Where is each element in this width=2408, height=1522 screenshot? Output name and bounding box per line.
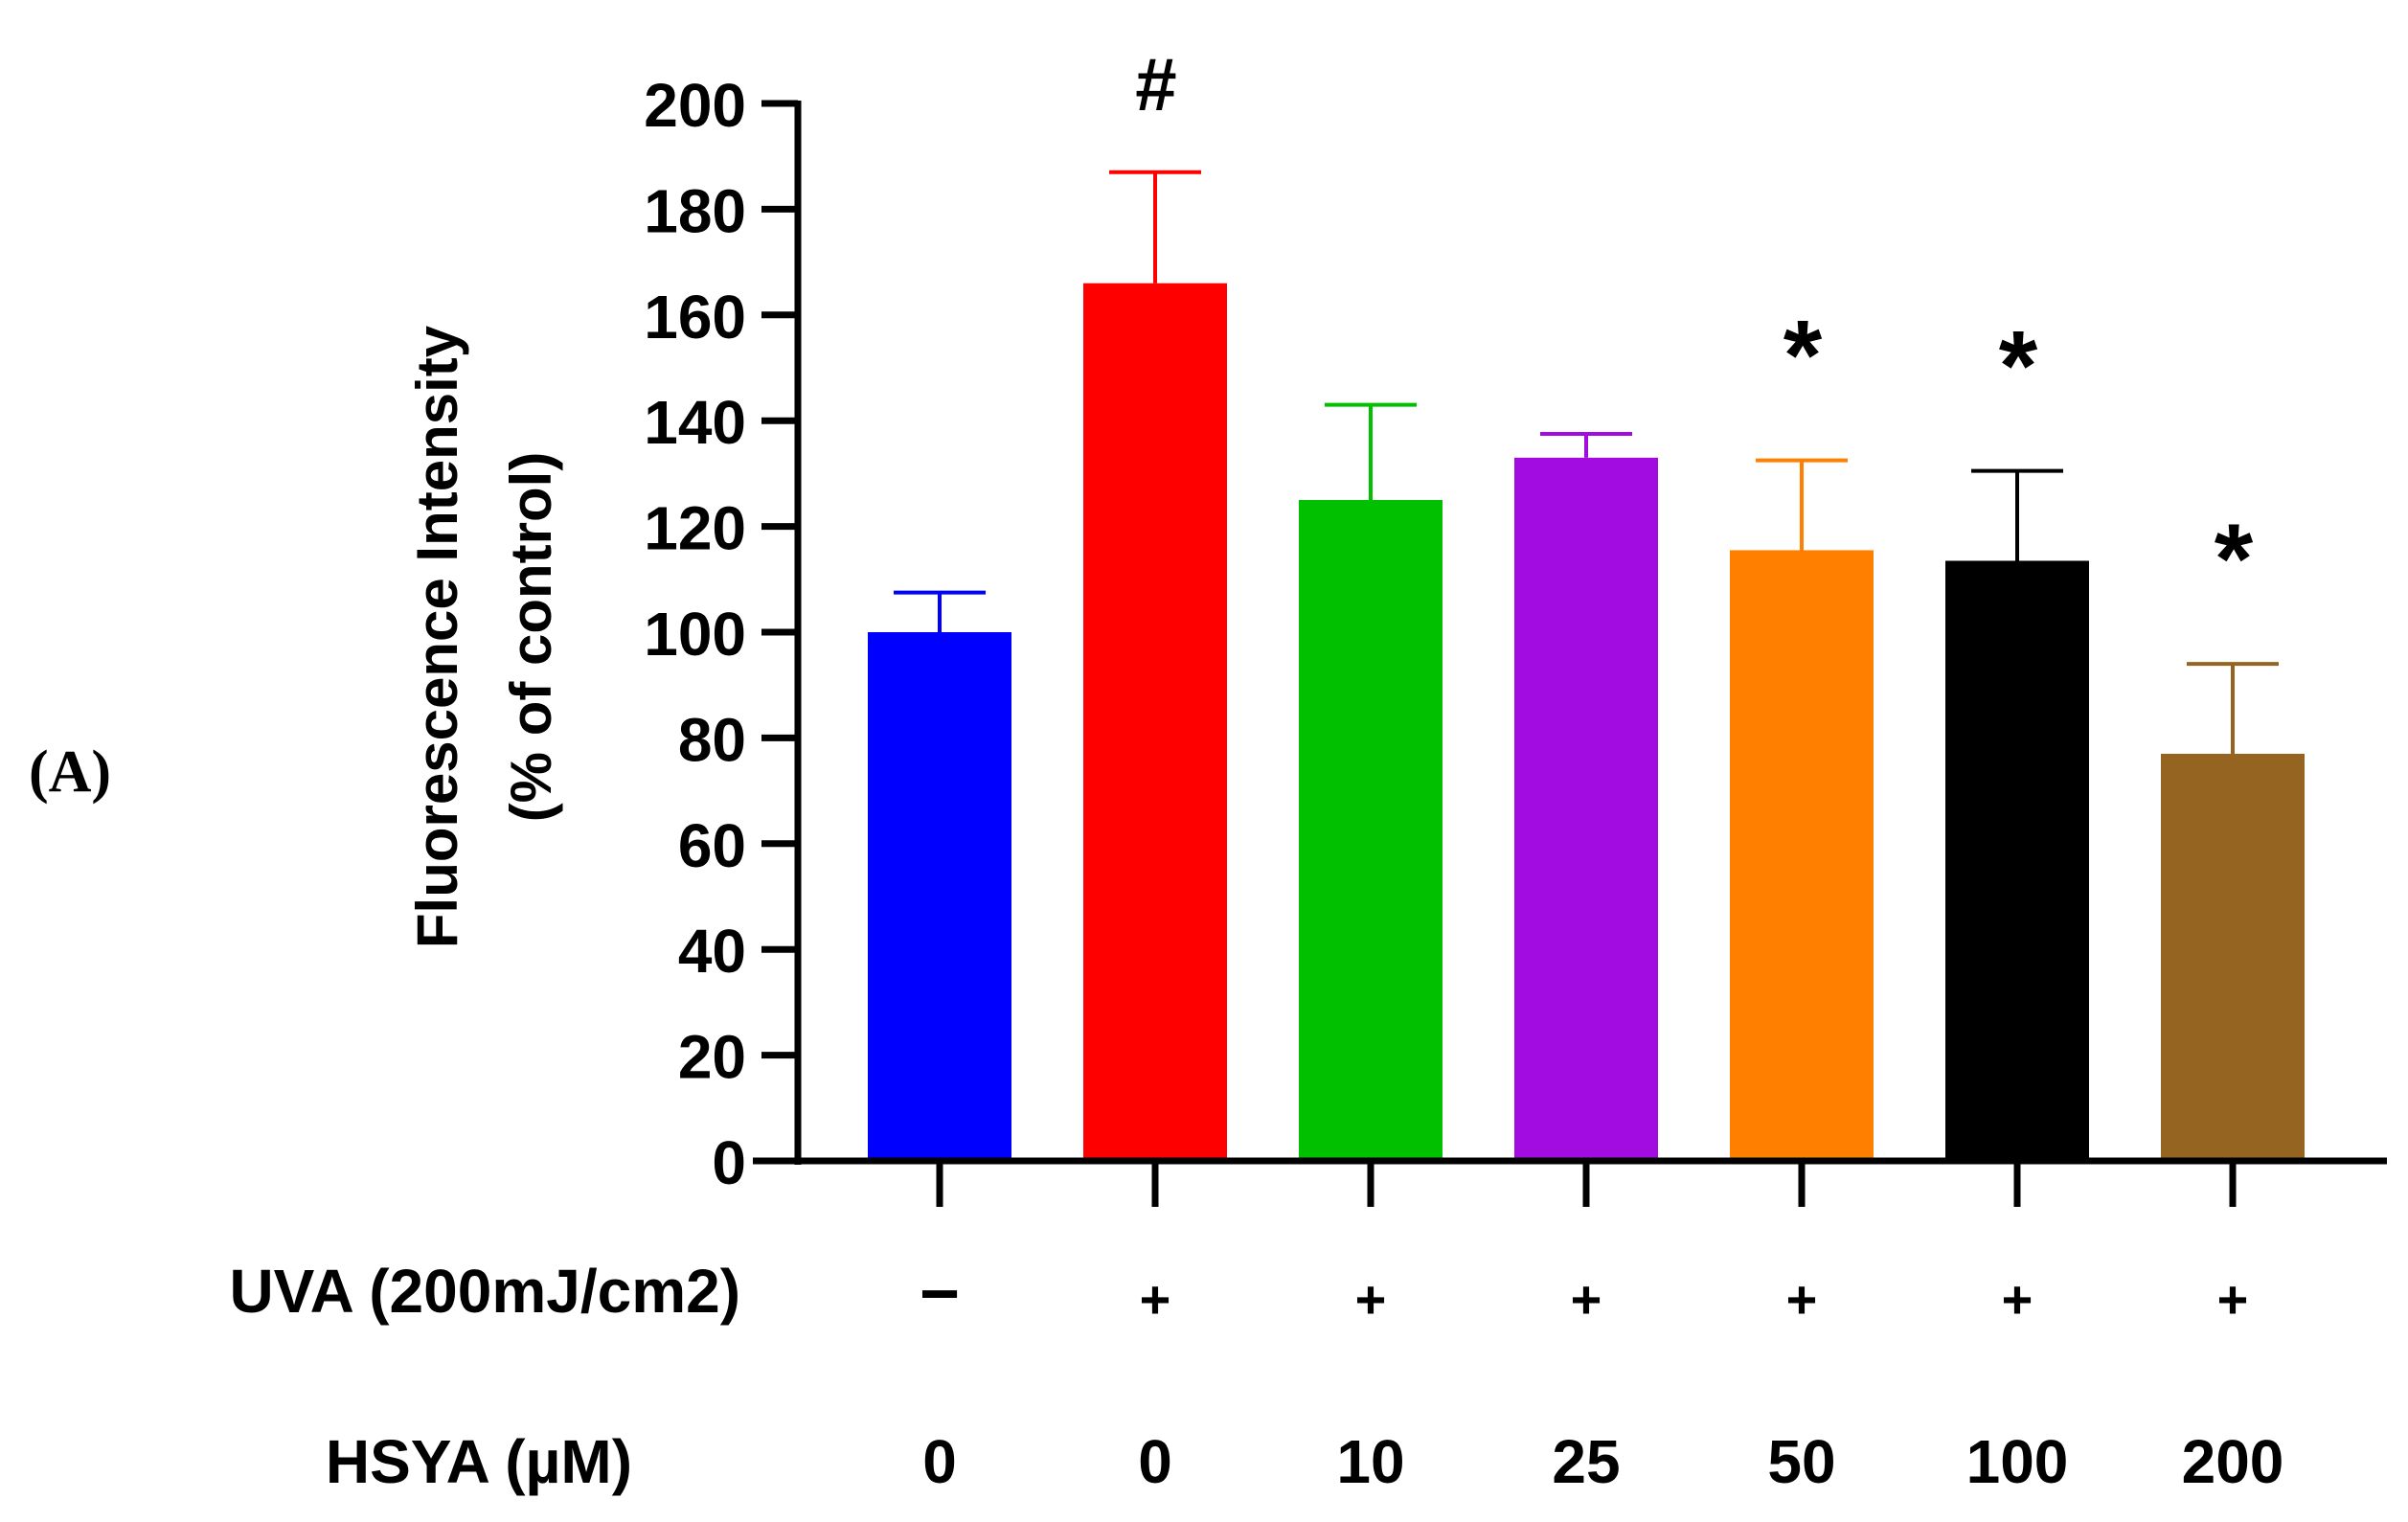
hsya-row: 0 0 10 25 50 100 200: [922, 1427, 2283, 1496]
bar-7: [2161, 753, 2305, 1161]
y-axis: 0 20 40 60 80 100 120 140 160 180 200: [644, 71, 802, 1197]
y-tick-label-180: 180: [644, 176, 746, 245]
significance-star-5: *: [1783, 301, 1823, 412]
bar-4: [1514, 457, 1658, 1162]
y-tick-label-200: 200: [644, 71, 746, 140]
y-tick-label-60: 60: [678, 811, 746, 880]
bar-6: [1945, 560, 2089, 1161]
y-axis-title: Fluorescence Intensity (% of control): [405, 325, 563, 948]
significance-hash-2: #: [1135, 42, 1176, 126]
uva-row-label: UVA (200mJ/cm2): [229, 1257, 740, 1326]
significance-star-7: *: [2215, 504, 2254, 615]
hsya-dose-1: 0: [922, 1427, 957, 1496]
significance-markers: # * * *: [1135, 42, 2253, 615]
y-tick-label-100: 100: [644, 600, 746, 669]
panel-label: (A): [29, 739, 111, 805]
y-tick-label-80: 80: [678, 705, 746, 774]
y-axis-title-line-1: Fluorescence Intensity: [405, 325, 469, 948]
uva-sign-3: +: [1355, 1269, 1387, 1329]
y-tick-label-160: 160: [644, 283, 746, 352]
hsya-dose-6: 100: [1966, 1427, 2069, 1496]
y-tick-label-40: 40: [678, 917, 746, 986]
hsya-dose-7: 200: [2182, 1427, 2284, 1496]
uva-sign-7: +: [2217, 1269, 2249, 1329]
bar-2: [1083, 283, 1227, 1161]
uva-sign-5: +: [1786, 1269, 1818, 1329]
bar-5: [1730, 550, 1874, 1161]
bars: [868, 283, 2305, 1162]
x-axis: [753, 1157, 2387, 1207]
hsya-row-label: HSYA (µM): [326, 1427, 632, 1496]
uva-sign-6: +: [2002, 1269, 2033, 1329]
bar-3: [1299, 500, 1443, 1161]
uva-sign-4: +: [1571, 1269, 1602, 1329]
significance-star-6: *: [1999, 311, 2038, 422]
y-tick-label-0: 0: [712, 1128, 746, 1197]
uva-row: − + + + + + +: [920, 1256, 2248, 1332]
hsya-dose-3: 10: [1336, 1427, 1404, 1496]
hsya-dose-4: 25: [1552, 1427, 1620, 1496]
bar-1: [868, 632, 1011, 1161]
y-axis-title-line-2: (% of control): [499, 452, 563, 823]
hsya-dose-2: 0: [1138, 1427, 1172, 1496]
y-tick-label-20: 20: [678, 1023, 746, 1092]
error-bars: [894, 170, 2279, 754]
uva-sign-2: +: [1140, 1269, 1171, 1329]
uva-sign-1: −: [920, 1256, 960, 1332]
y-tick-label-120: 120: [644, 494, 746, 563]
hsya-dose-5: 50: [1767, 1427, 1835, 1496]
y-tick-label-140: 140: [644, 388, 746, 457]
